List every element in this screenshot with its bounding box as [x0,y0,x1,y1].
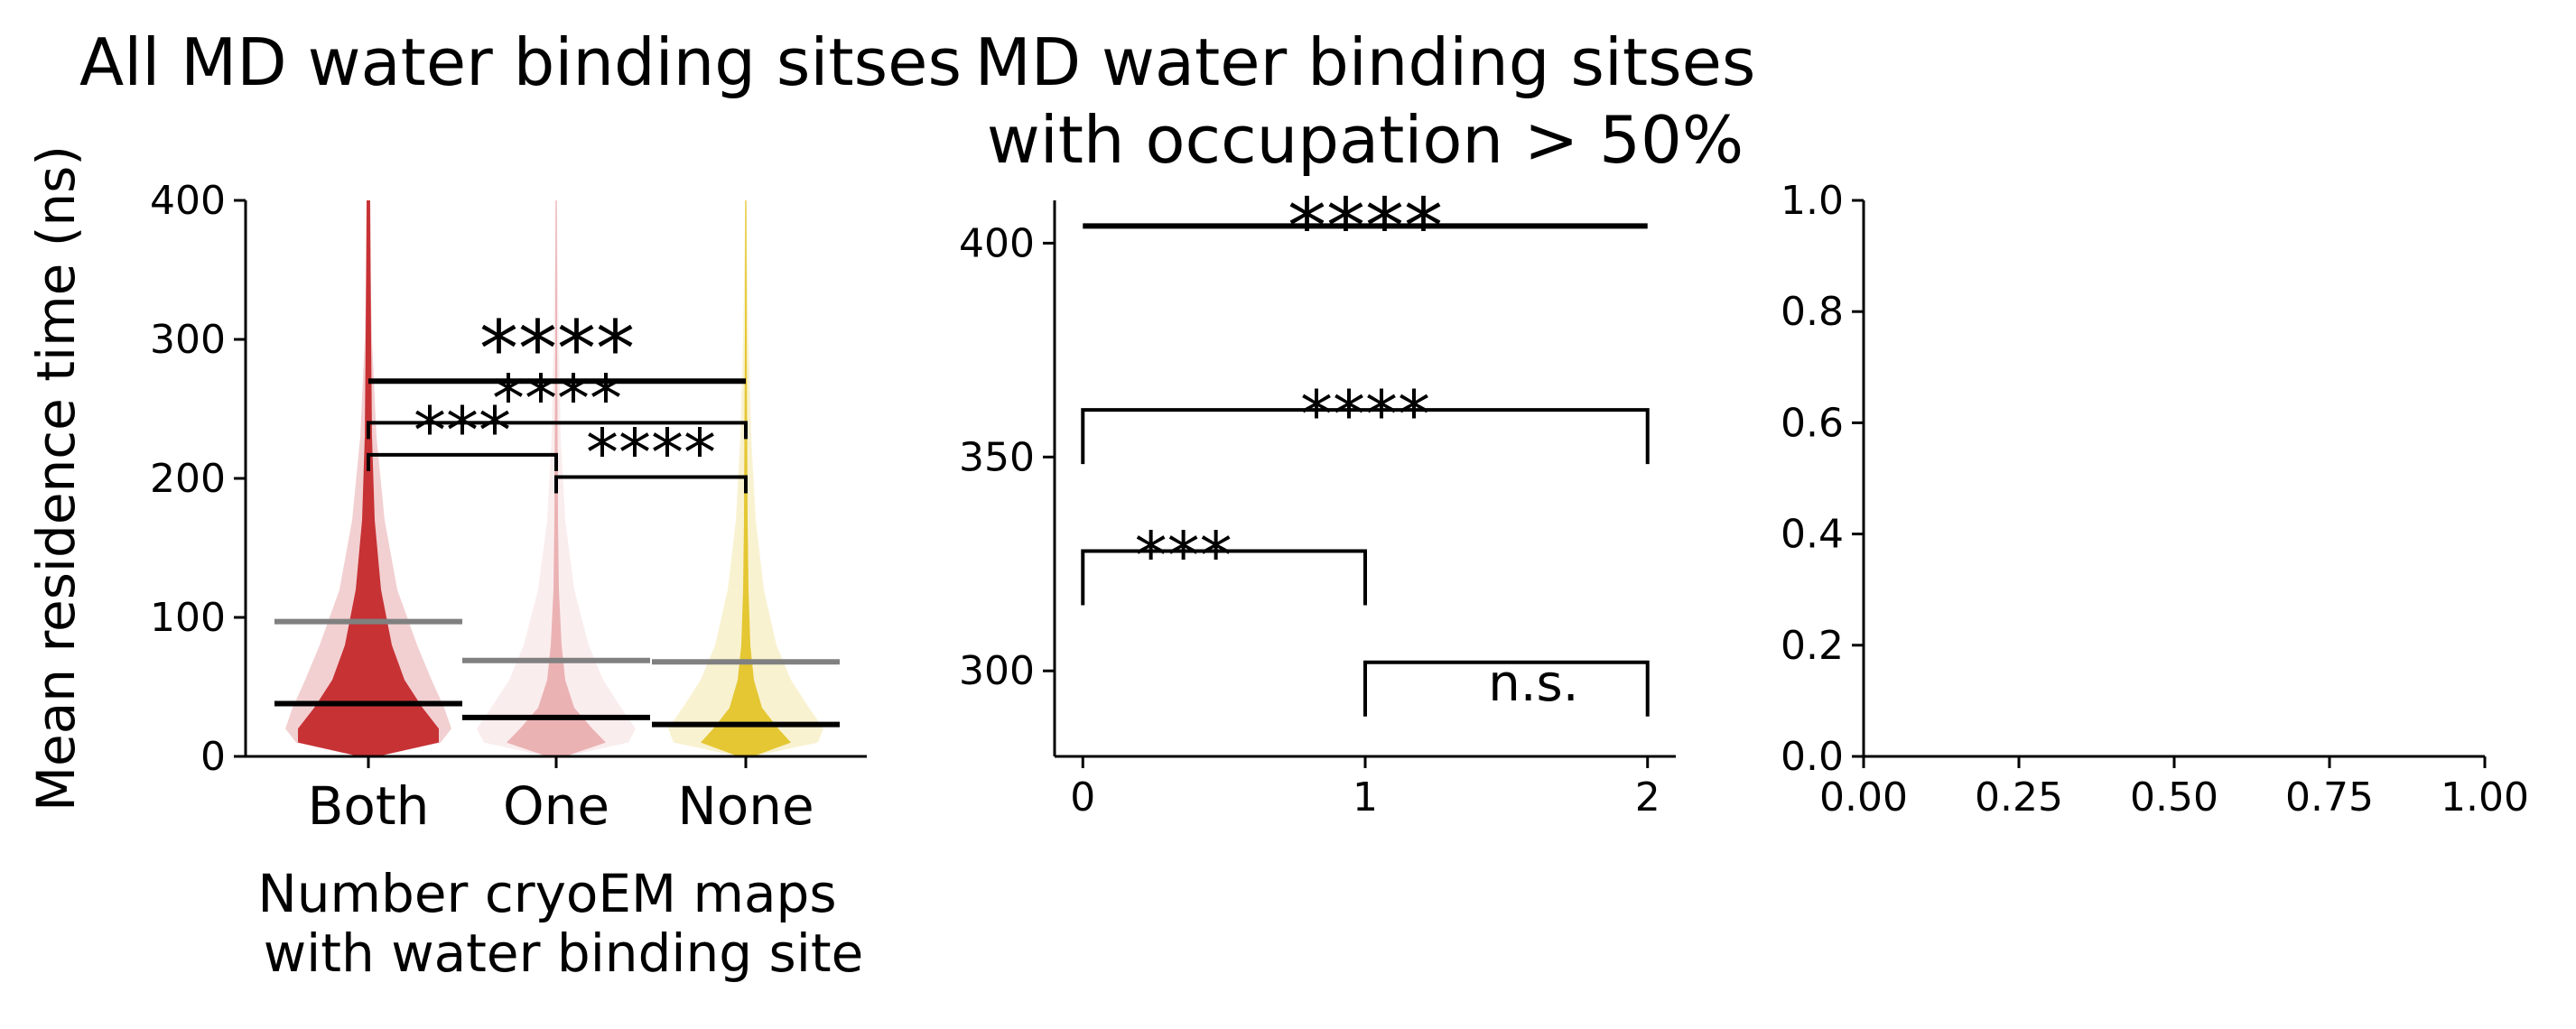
sig-bracket-one-none [554,475,748,494]
x-tick-label: 2 [1635,774,1660,820]
y-tick-label: 300 [959,648,1035,694]
sig-label-0-1: *** [1135,518,1232,594]
chart-title-line: MD water binding sitses [975,24,1756,100]
panel-occupation-sites: 300 350 400 0 1 2 *** n.s. **** **** MD water bind… [959,24,1755,820]
x-tick-label: 0.25 [1975,774,2063,820]
y-tick-label: 350 [959,434,1035,480]
sig-bracket-0-2 [1081,408,1650,465]
sig-bracket-both-none [367,421,748,440]
violin-core-both [298,200,439,756]
sig-label-top: **** [479,304,635,394]
y-tick-label: 0 [200,734,226,780]
x-tick-label: 0 [1070,774,1095,820]
y-tick-label: 0.8 [1781,289,1844,335]
x-tick-label: One [503,775,609,837]
y-tick-label: 0.6 [1781,400,1844,446]
x-tick-label: Both [308,775,430,837]
sig-label-top: **** [1288,181,1443,272]
x-tick-label: None [677,775,814,837]
sig-bracket-0-1 [1081,549,1367,606]
sig-label-1-2: n.s. [1488,654,1578,713]
sig-label-both-one: *** [414,393,511,468]
y-tick-label: 0.4 [1781,512,1844,558]
x-axis-title-line: with water binding site [264,922,864,984]
y-tick-label: 200 [150,456,226,502]
sig-label-0-2: **** [1300,376,1430,452]
y-tick-label: 300 [150,317,226,363]
x-tick-label: 0.00 [1819,774,1908,820]
y-axis-title: Mean residence time (ns) [25,145,87,811]
sig-bracket-1-2 [1363,660,1650,717]
y-tick-label: 0.0 [1781,734,1844,780]
x-tick-label: 0.75 [2285,774,2374,820]
chart-title: All MD water binding sitses [79,24,962,100]
y-tick-label: 400 [959,220,1035,266]
chart-title-line: with occupation > 50% [987,102,1744,178]
y-tick-label: 0.2 [1781,623,1844,669]
x-tick-label: 1 [1353,774,1378,820]
x-tick-label: 1.00 [2441,774,2529,820]
panel-empty: 0.0 0.2 0.4 0.6 0.8 1.0 0.00 0.25 0.50 0.75 1.00 [1781,178,2529,820]
y-tick-label: 100 [150,595,226,641]
y-tick-label: 400 [150,178,226,224]
x-tick-label: 0.50 [2130,774,2218,820]
sig-label-both-none: **** [492,360,622,436]
sig-label-one-none: **** [586,414,716,490]
y-tick-label: 1.0 [1781,178,1844,224]
x-axis-title-line: Number cryoEM maps [257,863,836,924]
sig-bracket-both-one [367,452,558,471]
